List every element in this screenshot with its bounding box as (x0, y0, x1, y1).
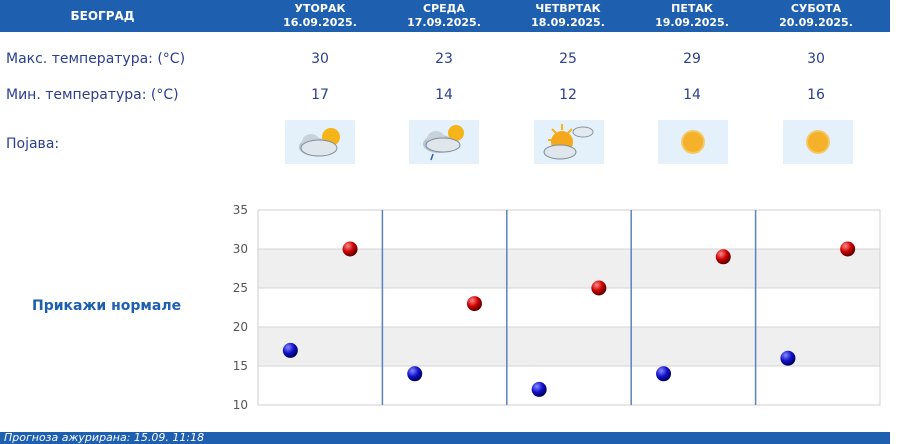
day-header-2: СРЕДА 17.09.2025. (382, 2, 506, 30)
min-temp-value: 16 (807, 87, 825, 103)
sun-icon (658, 120, 728, 164)
min-temp-value: 12 (559, 87, 577, 103)
y-tick-label: 25 (233, 281, 248, 295)
day-header-3: ЧЕТВРТАК 18.09.2025. (506, 2, 630, 30)
y-tick-label: 10 (233, 398, 248, 412)
max-temp-label: Макс. температура: (°C) (6, 51, 186, 67)
day-header-5: СУБОТА 20.09.2025. (754, 2, 878, 30)
max-temp-point (840, 241, 856, 257)
day-date: 20.09.2025. (779, 16, 853, 29)
min-temp-point (282, 342, 298, 358)
y-tick-label: 30 (233, 242, 248, 256)
temperature-chart: 10 15 20 25 30 35 (233, 203, 881, 412)
day-date: 19.09.2025. (655, 16, 729, 29)
min-temp-label: Мин. температура: (°C) (6, 87, 179, 103)
max-temp-value: 30 (807, 51, 825, 67)
plot-border (257, 209, 881, 406)
cloudy-sun-icon (285, 120, 355, 164)
min-temp-value: 14 (435, 87, 453, 103)
weather-label: Појава: (6, 136, 60, 152)
day-name: УТОРАК (294, 2, 346, 15)
day-name: СРЕДА (423, 2, 465, 15)
day-date: 16.09.2025. (283, 16, 357, 29)
max-temp-value: 30 (311, 51, 329, 67)
max-temp-point (715, 249, 731, 265)
day-date: 18.09.2025. (531, 16, 605, 29)
day-name: ПЕТАК (671, 2, 713, 15)
min-temp-value: 14 (683, 87, 701, 103)
show-normals-link[interactable]: Прикажи нормале (32, 298, 182, 314)
max-temp-point (342, 241, 358, 257)
cloud-rain-sun-icon (409, 120, 479, 164)
min-temp-point (780, 350, 796, 366)
max-temp-point (466, 296, 482, 312)
grid-band (258, 249, 880, 288)
partly-sunny-icon (534, 120, 604, 164)
max-temp-value: 23 (435, 51, 453, 67)
grid-band (258, 327, 880, 366)
min-temp-point (407, 366, 423, 382)
day-header-4: ПЕТАК 19.09.2025. (630, 2, 754, 30)
y-tick-label: 20 (233, 320, 248, 334)
city-name: БЕОГРАД (70, 9, 135, 23)
max-temp-value: 25 (559, 51, 577, 67)
header-bar: БЕОГРАД УТОРАК 16.09.2025. СРЕДА 17.09.2… (0, 0, 890, 32)
min-temp-point (656, 366, 672, 382)
forecast-updated: Прогноза ажурирана: 15.09. 11:18 (0, 432, 890, 444)
y-tick-label: 15 (233, 359, 248, 373)
day-name: СУБОТА (790, 2, 842, 15)
min-temp-point (531, 381, 547, 397)
day-date: 17.09.2025. (407, 16, 481, 29)
day-header-1: УТОРАК 16.09.2025. (258, 2, 382, 30)
y-tick-label: 35 (233, 203, 248, 217)
sun-icon (783, 120, 853, 164)
day-name: ЧЕТВРТАК (535, 2, 601, 15)
max-temp-value: 29 (683, 51, 701, 67)
max-temp-point (591, 280, 607, 296)
min-temp-value: 17 (311, 87, 329, 103)
